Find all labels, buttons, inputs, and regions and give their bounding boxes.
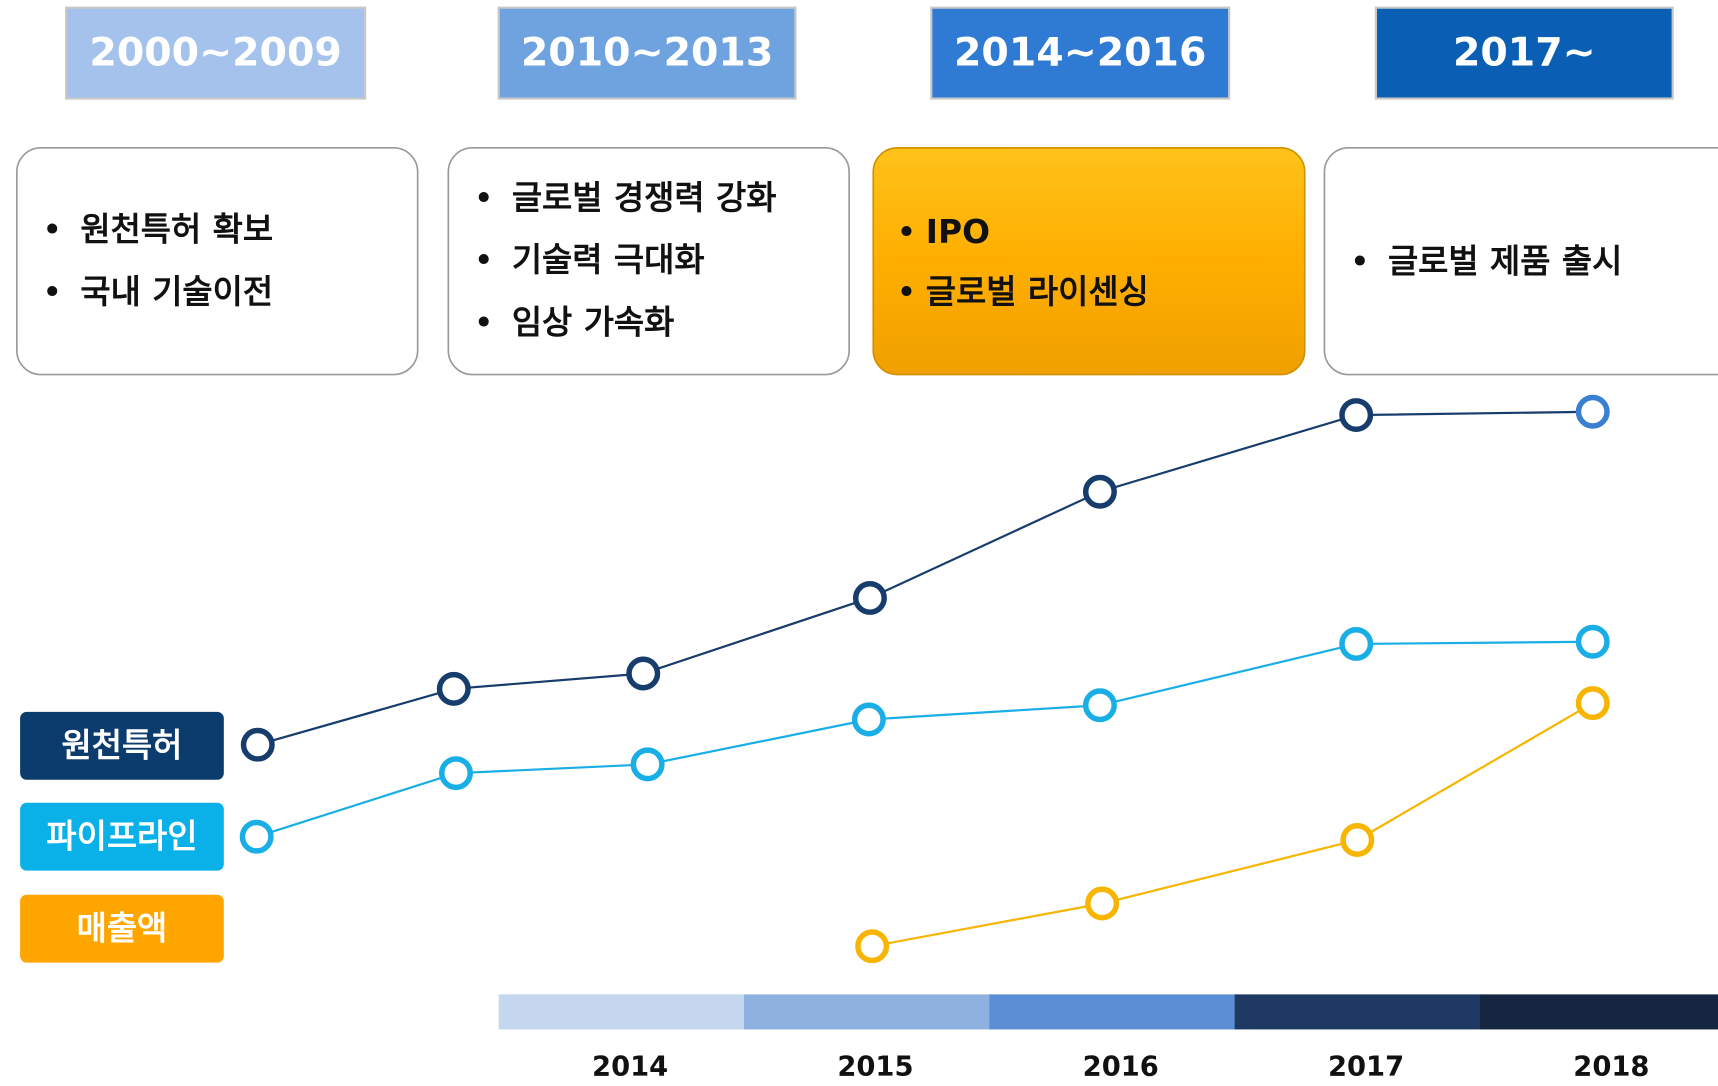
legend-box <box>20 894 224 963</box>
period-item: 기술력 극대화 <box>512 241 705 279</box>
period-item: 글로벌 경쟁력 강화 <box>512 179 777 217</box>
period-box <box>16 147 419 376</box>
year-band <box>744 994 991 1030</box>
period-header <box>930 6 1231 100</box>
period-header <box>497 6 797 100</box>
trend-points <box>239 394 1610 964</box>
point <box>239 819 274 854</box>
legend-label: 매출액 <box>77 909 168 947</box>
period-label: 2014~2016 <box>954 29 1206 75</box>
period-item: 원천특허 확보 <box>80 211 273 249</box>
point <box>626 656 661 691</box>
point <box>439 756 473 791</box>
period-item: 국내 기술이전 <box>80 273 273 311</box>
year-band <box>498 994 746 1030</box>
period-item: IPO <box>926 213 990 251</box>
point <box>1339 626 1374 661</box>
point <box>240 727 275 762</box>
year-label: 2018 <box>1573 1051 1649 1082</box>
point <box>1340 822 1375 857</box>
year-band <box>1479 994 1718 1030</box>
period-box <box>1323 147 1718 376</box>
period-header <box>65 6 367 100</box>
legend-label: 원천특허 <box>62 726 183 764</box>
period-box <box>447 147 850 376</box>
bullet: • <box>897 215 915 248</box>
period-box <box>872 147 1306 376</box>
pipeline-line <box>256 640 1593 838</box>
point <box>1575 686 1610 721</box>
point <box>1339 398 1374 433</box>
period-header <box>1374 6 1674 100</box>
year-band <box>989 994 1236 1030</box>
period-label: 2010~2013 <box>521 29 773 75</box>
bullet: • <box>43 275 61 308</box>
year-band <box>1234 994 1482 1030</box>
point <box>1085 886 1120 921</box>
sales-line <box>871 702 1594 948</box>
bullet: • <box>1351 245 1369 278</box>
bullet: • <box>43 213 61 246</box>
point <box>1082 474 1117 509</box>
bullet: • <box>475 306 493 339</box>
period-item: 임상 가속화 <box>512 304 675 342</box>
period-item: 글로벌 제품 출시 <box>1388 242 1622 280</box>
legend-box <box>20 711 224 780</box>
year-label: 2016 <box>1083 1051 1159 1082</box>
period-item: 글로벌 라이센싱 <box>926 273 1149 311</box>
point <box>852 580 887 615</box>
period-label: 2000~2009 <box>89 29 341 75</box>
legend-box <box>20 802 224 871</box>
legend-label: 파이프라인 <box>46 817 197 855</box>
point <box>630 747 665 782</box>
period-label: 2017~ <box>1453 29 1596 75</box>
bullet: • <box>475 181 493 214</box>
bullet: • <box>475 244 493 277</box>
point <box>1575 394 1610 429</box>
year-label: 2014 <box>592 1051 668 1082</box>
bullet: • <box>897 275 915 308</box>
point <box>1575 624 1610 659</box>
point <box>855 929 890 964</box>
point <box>1082 688 1117 723</box>
point <box>851 702 886 737</box>
point <box>436 671 471 706</box>
year-label: 2017 <box>1328 1051 1404 1082</box>
year-label: 2015 <box>837 1051 913 1082</box>
